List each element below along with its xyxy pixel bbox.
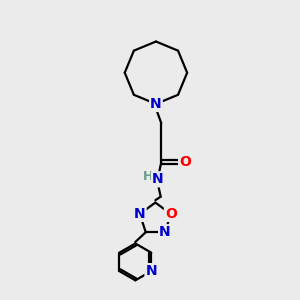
Text: N: N (150, 97, 162, 111)
Text: N: N (146, 264, 157, 278)
Text: N: N (159, 225, 171, 239)
Text: N: N (152, 172, 164, 186)
Text: H: H (143, 170, 153, 183)
Text: O: O (165, 207, 177, 221)
Text: O: O (179, 155, 191, 169)
Text: N: N (134, 207, 146, 221)
